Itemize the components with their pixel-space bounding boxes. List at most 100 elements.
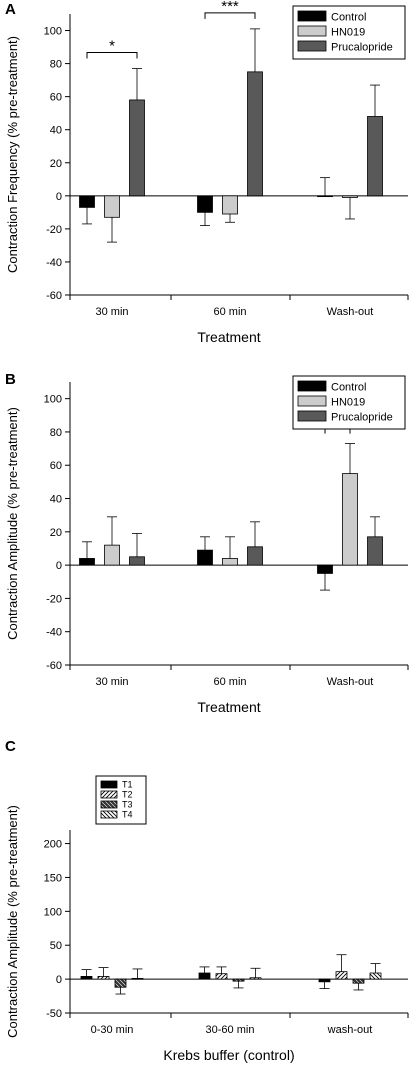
bar [79, 195, 95, 208]
legend-swatch [297, 40, 327, 52]
bar [131, 978, 144, 980]
panel-label: B [5, 371, 16, 388]
y-tick-label: 0 [56, 974, 62, 986]
y-tick-label: 0 [56, 191, 62, 203]
y-tick-label: 80 [50, 427, 62, 439]
bar [342, 195, 358, 198]
legend-label: T1 [122, 780, 133, 790]
legend-label: Prucalopride [331, 412, 393, 424]
chart-panel-b: B -60 -40 -20 0 20 40 60 80 100 Contraction Amplit… [5, 371, 409, 715]
panel-label: C [5, 738, 16, 755]
x-tick-label: 30 min [95, 306, 128, 318]
bar [197, 549, 213, 566]
y-tick-label: -40 [46, 257, 62, 269]
legend-swatch [297, 10, 327, 22]
panel-label: A [5, 1, 16, 18]
bar [335, 971, 348, 980]
bar [104, 195, 120, 218]
significance-bracket [86, 52, 138, 59]
bar [80, 976, 93, 980]
bar [129, 99, 145, 197]
legend-label: T3 [122, 800, 133, 810]
legend-swatch [297, 410, 327, 422]
legend-swatch [297, 25, 327, 37]
y-axis-title: Contraction Amplitude (% pre-treatment) [5, 407, 20, 640]
y-tick-label: 150 [44, 872, 62, 884]
legend-label: HN019 [331, 397, 365, 409]
legend: Control HN019 Prucalopride [292, 5, 406, 60]
bar [79, 558, 95, 566]
y-tick-label: 100 [44, 394, 62, 406]
y-axis-title: Contraction Amplitude (% pre-treatment) [5, 805, 20, 1038]
bar [197, 195, 213, 213]
legend-label: HN019 [331, 27, 365, 39]
y-tick-label: -20 [46, 224, 62, 236]
bar [317, 564, 333, 574]
legend-label: T2 [122, 790, 133, 800]
y-tick-label: 40 [50, 125, 62, 137]
bar [129, 556, 145, 566]
y-tick-label: 100 [44, 906, 62, 918]
x-tick-label: 60 min [213, 306, 246, 318]
y-tick-label: -40 [46, 627, 62, 639]
y-tick-label: 20 [50, 158, 62, 170]
bar [114, 978, 127, 988]
legend-label: Prucalopride [331, 42, 393, 54]
y-tick-label: 60 [50, 460, 62, 472]
x-tick-label: Wash-out [327, 676, 374, 688]
bar [352, 978, 365, 984]
x-tick-label: 30-60 min [206, 1024, 255, 1036]
y-tick-label: 50 [50, 940, 62, 952]
x-tick-label: 60 min [213, 676, 246, 688]
y-tick-label: 60 [50, 92, 62, 104]
y-tick-label: 80 [50, 59, 62, 71]
bar [215, 973, 228, 980]
chart-panel-a: A -60 -40 -20 0 20 40 60 80 100 Contraction Freque… [5, 0, 409, 345]
y-tick-label: -50 [46, 1008, 62, 1020]
bar [367, 116, 383, 197]
bar [342, 473, 358, 566]
legend: Control HN019 Prucalopride [292, 375, 406, 430]
x-tick-label: wash-out [327, 1024, 373, 1036]
y-tick-label: -60 [46, 290, 62, 302]
y-tick-label: 40 [50, 494, 62, 506]
chart-panel-c: C -50 0 50 100 150 200 Contraction Amplitude (%… [5, 738, 409, 1063]
y-axis-title: Contraction Frequency (% pre-treatment) [5, 36, 20, 273]
y-tick-label: -20 [46, 593, 62, 605]
legend-swatch [297, 380, 327, 392]
x-axis-title: Treatment [197, 329, 260, 345]
bar [222, 558, 238, 566]
legend-swatch [100, 800, 118, 809]
bar [247, 71, 263, 197]
x-tick-label: Wash-out [327, 306, 374, 318]
x-axis-title: Krebs buffer (control) [163, 1047, 294, 1063]
x-axis-title: Treatment [197, 699, 260, 715]
legend-label: Control [331, 382, 366, 394]
bar [104, 544, 120, 566]
significance-marker: * [109, 38, 115, 55]
x-tick-label: 0-30 min [91, 1024, 134, 1036]
significance-marker: *** [221, 0, 239, 15]
bar [369, 972, 382, 980]
x-tick-label: 30 min [95, 676, 128, 688]
bar [222, 195, 238, 215]
legend-label: Control [331, 12, 366, 24]
legend-swatch [297, 395, 327, 407]
y-tick-label: -60 [46, 660, 62, 672]
bar [232, 978, 245, 982]
significance-bracket [204, 12, 256, 19]
bar [367, 536, 383, 566]
y-tick-label: 100 [44, 26, 62, 38]
bar [97, 976, 110, 980]
y-tick-label: 20 [50, 527, 62, 539]
legend-swatch [100, 780, 118, 789]
bar [198, 972, 211, 980]
y-tick-label: 0 [56, 560, 62, 572]
bar [247, 546, 263, 566]
bar [249, 977, 262, 980]
legend-swatch [100, 790, 118, 799]
legend-label: T4 [122, 810, 133, 820]
bar [317, 195, 333, 198]
